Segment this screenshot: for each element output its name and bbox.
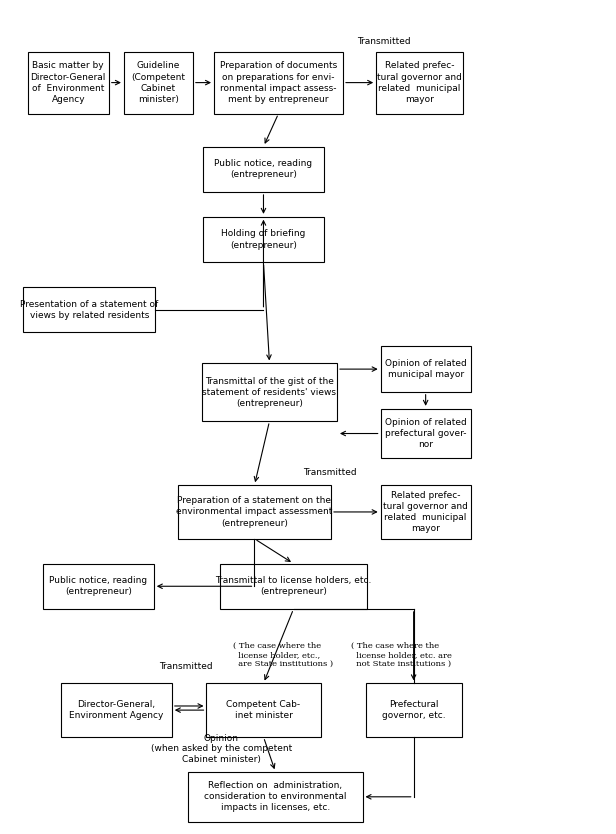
- Bar: [206, 683, 320, 737]
- Bar: [178, 485, 331, 539]
- Bar: [214, 52, 343, 113]
- Bar: [376, 52, 463, 113]
- Text: Related prefec-
tural governor and
related  municipal
mayor: Related prefec- tural governor and relat…: [383, 490, 468, 533]
- Text: Public notice, reading
(entrepreneur): Public notice, reading (entrepreneur): [214, 159, 312, 179]
- Bar: [365, 683, 461, 737]
- Text: Preparation of documents
on preparations for envi-
ronmental impact assess-
ment: Preparation of documents on preparations…: [220, 62, 337, 103]
- Text: Director-General,
Environment Agency: Director-General, Environment Agency: [69, 700, 163, 721]
- Bar: [203, 217, 323, 262]
- Text: Basic matter by
Director-General
of  Environment
Agency: Basic matter by Director-General of Envi…: [31, 62, 106, 103]
- Text: Related prefec-
tural governor and
related  municipal
mayor: Related prefec- tural governor and relat…: [377, 62, 462, 103]
- Text: Preparation of a statement on the
environmental impact assessment
(entrepreneur): Preparation of a statement on the enviro…: [176, 496, 333, 528]
- Text: ( The case where the
  license holder, etc. are
  not State institutions ): ( The case where the license holder, etc…: [351, 641, 452, 668]
- Text: Presentation of a statement of
views by related residents: Presentation of a statement of views by …: [20, 299, 158, 319]
- Text: Holding of briefing
(entrepreneur): Holding of briefing (entrepreneur): [221, 229, 306, 249]
- Text: Transmitted: Transmitted: [302, 468, 357, 477]
- Text: Opinion of related
prefectural gover-
nor: Opinion of related prefectural gover- no…: [385, 418, 466, 450]
- Text: Prefectural
governor, etc.: Prefectural governor, etc.: [382, 700, 445, 721]
- Text: Transmitted: Transmitted: [357, 37, 410, 46]
- Bar: [43, 564, 154, 609]
- Bar: [203, 147, 323, 192]
- Bar: [220, 564, 367, 609]
- Text: ( The case where the
  license holder, etc.,
  are State institutions ): ( The case where the license holder, etc…: [233, 641, 334, 668]
- Bar: [61, 683, 172, 737]
- Text: Opinion
(when asked by the competent
Cabinet minister): Opinion (when asked by the competent Cab…: [151, 734, 292, 764]
- Text: Reflection on  administration,
consideration to environmental
impacts in license: Reflection on administration, considerat…: [205, 781, 347, 812]
- Text: Guideline
(Competent
Cabinet
minister): Guideline (Competent Cabinet minister): [131, 62, 185, 103]
- Text: Competent Cab-
inet minister: Competent Cab- inet minister: [227, 700, 301, 721]
- Text: Public notice, reading
(entrepreneur): Public notice, reading (entrepreneur): [49, 576, 147, 596]
- Bar: [381, 485, 471, 539]
- Bar: [188, 772, 363, 821]
- Bar: [381, 346, 471, 392]
- Text: Transmittal to license holders, etc.
(entrepreneur): Transmittal to license holders, etc. (en…: [216, 576, 371, 596]
- Text: Opinion of related
municipal mayor: Opinion of related municipal mayor: [385, 359, 466, 379]
- Text: Transmittal of the gist of the
statement of residents' views
(entrepreneur): Transmittal of the gist of the statement…: [203, 377, 336, 408]
- Bar: [202, 364, 337, 421]
- Bar: [23, 287, 155, 333]
- Bar: [381, 409, 471, 459]
- Text: Transmitted: Transmitted: [158, 662, 213, 671]
- Bar: [124, 52, 193, 113]
- Bar: [28, 52, 109, 113]
